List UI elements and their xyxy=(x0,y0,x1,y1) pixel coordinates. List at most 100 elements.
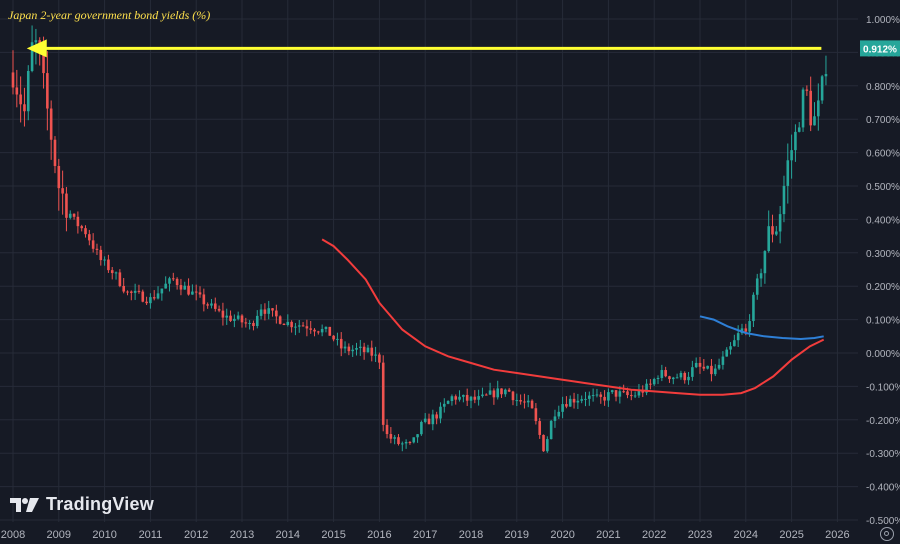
candle-body xyxy=(561,404,564,412)
candle-body xyxy=(599,394,603,397)
candle-body xyxy=(759,273,763,279)
chart-settings-icon[interactable] xyxy=(880,527,894,541)
candle-body xyxy=(683,372,687,381)
candle-body xyxy=(736,333,740,341)
y-tick-label: 0.500% xyxy=(866,182,900,193)
candle-body xyxy=(282,323,286,326)
candle-body xyxy=(202,294,206,305)
candle-body xyxy=(607,392,610,401)
candle-body xyxy=(668,376,671,380)
y-tick-label: 0.100% xyxy=(866,316,900,327)
candle-body xyxy=(481,394,484,397)
candle-body xyxy=(297,325,301,327)
candle-body xyxy=(465,394,469,401)
candle-body xyxy=(30,42,34,71)
candle-body xyxy=(156,293,160,299)
candle-body xyxy=(523,401,526,403)
candle-body xyxy=(435,414,438,419)
x-tick-label: 2014 xyxy=(276,529,300,541)
candle-body xyxy=(744,328,748,332)
candle-body xyxy=(278,316,282,324)
candle-body xyxy=(255,315,259,327)
candle-body xyxy=(786,160,790,186)
candle-body xyxy=(656,377,660,380)
candle-body xyxy=(286,321,290,326)
candle-body xyxy=(694,362,698,368)
candle-body xyxy=(389,434,393,439)
candle-body xyxy=(130,291,133,293)
annotation-arrow-head xyxy=(26,39,47,58)
candle-body xyxy=(671,377,675,380)
candle-body xyxy=(259,309,263,316)
candle-body xyxy=(91,240,95,249)
x-tick-label: 2023 xyxy=(688,529,712,541)
candle-body xyxy=(34,40,38,43)
x-tick-label: 2013 xyxy=(230,529,254,541)
candle-body xyxy=(198,292,202,295)
candle-body xyxy=(362,346,366,353)
candle-body xyxy=(309,328,312,330)
y-tick-label: -0.400% xyxy=(866,483,900,494)
candle-body xyxy=(496,388,500,398)
y-tick-label: -0.500% xyxy=(866,516,900,527)
candle-body xyxy=(778,214,782,232)
candle-body xyxy=(328,326,332,336)
candle-body xyxy=(675,377,679,379)
candle-body xyxy=(454,396,458,400)
last-price-label: 0.912% xyxy=(863,44,897,55)
candle-body xyxy=(549,420,553,440)
candle-body xyxy=(252,322,255,327)
candle-body xyxy=(397,437,400,445)
y-tick-label: -0.200% xyxy=(866,416,900,427)
candle-body xyxy=(145,301,148,304)
candle-body xyxy=(610,390,614,393)
candle-body xyxy=(794,131,797,151)
chart-title: Japan 2-year government bond yields (%) xyxy=(8,8,211,22)
x-tick-label: 2025 xyxy=(779,529,803,541)
candle-body xyxy=(797,127,801,132)
candle-body xyxy=(225,315,229,318)
candle-body xyxy=(771,226,774,235)
candle-body xyxy=(385,424,389,435)
candle-body xyxy=(393,437,396,439)
candle-body xyxy=(450,396,454,402)
candle-body xyxy=(305,326,309,329)
candle-body xyxy=(366,347,370,353)
candle-body xyxy=(351,349,354,352)
candle-body xyxy=(817,100,820,117)
candle-body xyxy=(630,395,633,397)
candle-body xyxy=(248,322,251,324)
candle-body xyxy=(763,251,767,274)
candle-body xyxy=(359,346,362,349)
candle-body xyxy=(442,403,446,407)
x-tick-label: 2015 xyxy=(321,529,345,541)
y-tick-label: 0.400% xyxy=(866,215,900,226)
candle-body xyxy=(126,291,129,293)
candle-body xyxy=(824,74,828,77)
candle-body xyxy=(649,383,652,385)
candle-body xyxy=(622,391,625,393)
candle-body xyxy=(408,441,412,443)
candle-body xyxy=(221,310,225,318)
candle-body xyxy=(805,89,809,91)
candle-body xyxy=(584,398,587,400)
candle-body xyxy=(118,272,122,286)
candle-body xyxy=(515,400,519,402)
tradingview-logo[interactable]: TradingView xyxy=(10,494,154,515)
candle-body xyxy=(107,259,110,271)
candle-body xyxy=(706,365,709,369)
x-tick-label: 2009 xyxy=(47,529,71,541)
candle-body xyxy=(343,346,347,349)
candle-body xyxy=(820,76,824,101)
candle-body xyxy=(236,315,240,319)
candle-body xyxy=(84,228,87,235)
candle-body xyxy=(68,213,72,218)
candle-body xyxy=(477,396,480,400)
candle-body xyxy=(755,278,759,295)
x-tick-label: 2026 xyxy=(825,529,849,541)
candle-body xyxy=(53,139,57,166)
candle-body xyxy=(137,290,141,292)
candle-body xyxy=(595,394,599,396)
candle-body xyxy=(565,404,568,407)
